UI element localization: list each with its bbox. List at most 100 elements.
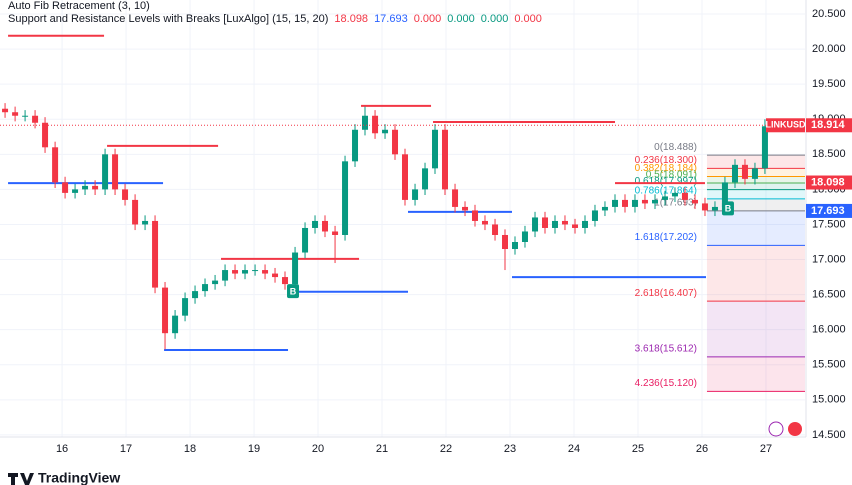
candle-body	[132, 199, 139, 225]
candle-body	[92, 185, 99, 190]
y-tick-label: 17.000	[812, 253, 846, 265]
logo	[8, 473, 34, 485]
candle-body	[432, 129, 439, 169]
fib-zone	[706, 245, 805, 302]
candle-body	[352, 129, 359, 162]
candle-body	[292, 252, 299, 285]
fib-label: 4.236(15.120)	[635, 378, 697, 389]
candle-body	[641, 199, 648, 204]
icon[interactable]	[768, 421, 784, 437]
fib-zone	[706, 155, 805, 169]
candle-body	[542, 217, 549, 228]
y-tick-label: 15.000	[812, 394, 846, 406]
fib-zone	[706, 210, 805, 246]
fib-label: 1.618(17.202)	[635, 232, 697, 243]
candle-body	[422, 168, 429, 190]
breakout-label: B	[290, 286, 297, 296]
x-tick-label: 21	[376, 443, 388, 455]
fib-label: 2.618(16.407)	[635, 288, 697, 299]
candle-body	[152, 220, 159, 288]
candle-body	[12, 112, 19, 116]
indicator-value: 0.000	[514, 13, 542, 25]
fib-label: 0(18.488)	[654, 142, 697, 153]
symbol-tag-label: LINKUSD	[766, 120, 806, 130]
last-price-label: 18.914	[811, 119, 846, 131]
candle-body	[372, 115, 379, 134]
candle-body	[52, 147, 59, 183]
candle-body	[721, 182, 728, 207]
fib-zone	[706, 356, 805, 392]
x-tick-label: 27	[760, 443, 772, 455]
x-tick-label: 25	[632, 443, 644, 455]
candle-body	[212, 280, 219, 285]
candle-body	[102, 154, 109, 190]
candle-body	[551, 220, 558, 228]
candle-body	[72, 189, 79, 193]
fib-label: 0.236(18.300)	[635, 155, 697, 166]
y-tick-label: 14.500	[812, 429, 846, 441]
candle-body	[511, 241, 518, 250]
candle-body	[172, 315, 179, 334]
y-tick-label: 15.500	[812, 359, 846, 371]
icon[interactable]	[788, 422, 802, 436]
candle-body	[272, 273, 279, 278]
candle-body	[282, 277, 289, 285]
y-tick-label: 16.000	[812, 324, 846, 336]
price-tag	[806, 203, 852, 218]
candle-body	[222, 270, 229, 281]
candle-body	[731, 164, 738, 183]
fib-zone	[706, 301, 805, 357]
candle-body	[492, 224, 499, 235]
candle-body	[661, 196, 668, 200]
fib-label: 0.382(18.184)	[635, 163, 697, 174]
y-tick-label: 17.500	[812, 218, 846, 230]
candle-body	[302, 227, 309, 253]
x-tick-label: 26	[696, 443, 708, 455]
candle-body	[582, 220, 589, 228]
candle-body	[32, 115, 39, 123]
candle-body	[112, 154, 119, 190]
candle-body	[182, 298, 189, 316]
candle-body	[441, 129, 448, 190]
candle-body	[671, 192, 678, 197]
candle-body	[612, 199, 619, 207]
x-tick-label: 24	[568, 443, 580, 455]
candle-body	[452, 189, 459, 207]
y-tick-label: 19.500	[812, 78, 846, 90]
candle-body	[392, 129, 399, 155]
y-tick-label: 16.500	[812, 289, 846, 301]
candle-body	[232, 270, 239, 274]
candle-body	[82, 185, 89, 190]
candle-body	[2, 108, 9, 113]
fib-label: 1(17.693)	[654, 198, 697, 209]
candle-body	[62, 182, 69, 193]
candle-body	[332, 231, 339, 235]
candle-body	[701, 203, 708, 211]
fib-zone	[706, 198, 805, 211]
candle-body	[532, 217, 539, 232]
price-tag-label: 18.098	[811, 176, 845, 188]
candle-body	[412, 189, 419, 200]
candle-body	[401, 154, 408, 200]
candle-body	[692, 199, 699, 204]
candle-body	[681, 192, 688, 200]
fib-zone	[706, 189, 805, 199]
candle-body	[601, 206, 608, 211]
brand: TradingView	[38, 470, 120, 485]
fib-label: 0.618(17.997)	[635, 176, 697, 187]
price-tag	[806, 175, 852, 190]
candle-body	[192, 291, 199, 299]
candle-body	[472, 210, 479, 221]
indicator-title: Auto Fib Retracement (3, 10)	[8, 0, 150, 12]
fib-label: 0.786(17.864)	[635, 186, 697, 197]
y-tick-label: 20.000	[812, 43, 846, 55]
candle-body	[312, 220, 319, 228]
indicator-value: 17.693	[374, 13, 408, 25]
indicator-value: 0.000	[414, 13, 442, 25]
candle-body	[252, 270, 259, 272]
x-tick-label: 20	[312, 443, 324, 455]
candle-body	[502, 234, 509, 250]
candle-body	[761, 126, 768, 169]
